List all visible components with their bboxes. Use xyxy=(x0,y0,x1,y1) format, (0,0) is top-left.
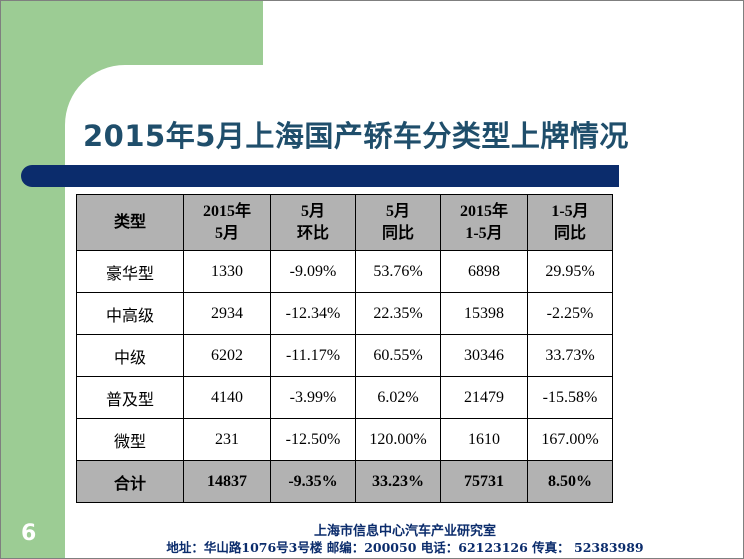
cell-total-may-yoy: 33.23% xyxy=(355,460,441,503)
cell-ytd-yoy: -15.58% xyxy=(527,376,613,419)
cell-total-ytd-volume: 75731 xyxy=(440,460,528,503)
table-row: 普及型 4140 -3.99% 6.02% 21479 -15.58% xyxy=(76,376,613,419)
header-line: 5月 xyxy=(385,202,410,220)
table-row: 豪华型 1330 -9.09% 53.76% 6898 29.95% xyxy=(76,250,613,293)
cell-may-mom: -12.50% xyxy=(270,418,356,461)
cell-ytd-volume: 21479 xyxy=(440,376,528,419)
cell-total-label: 合计 xyxy=(76,460,184,503)
cell-category: 中高级 xyxy=(76,292,184,335)
table-row: 微型 231 -12.50% 120.00% 1610 167.00% xyxy=(76,418,613,461)
header-may-2015: 2015年 5月 xyxy=(183,194,271,251)
cell-may-yoy: 60.55% xyxy=(355,334,441,377)
page-number: 6 xyxy=(21,521,37,546)
registration-table-container: 类型 2015年 5月 5月 环比 5月 同比 2015年 1-5月 1-5月 同比 豪华… xyxy=(76,194,613,503)
footer-organization: 上海市信息中心汽车产业研究室 xyxy=(313,524,496,539)
header-line: 5月 xyxy=(300,202,325,220)
cell-may-mom: -11.17% xyxy=(270,334,356,377)
cell-ytd-volume: 6898 xyxy=(440,250,528,293)
cell-ytd-yoy: 33.73% xyxy=(527,334,613,377)
cell-may-volume: 4140 xyxy=(183,376,271,419)
cell-may-mom: -3.99% xyxy=(270,376,356,419)
cell-may-volume: 2934 xyxy=(183,292,271,335)
table-row: 中高级 2934 -12.34% 22.35% 15398 -2.25% xyxy=(76,292,613,335)
table-total-row: 合计 14837 -9.35% 33.23% 75731 8.50% xyxy=(76,460,613,503)
title-underline-bar xyxy=(21,165,619,187)
cell-ytd-yoy: 167.00% xyxy=(527,418,613,461)
header-line: 1-5月 xyxy=(551,202,589,220)
header-line: 2015年 xyxy=(459,202,508,220)
cell-ytd-volume: 30346 xyxy=(440,334,528,377)
cell-may-mom: -9.09% xyxy=(270,250,356,293)
cell-may-volume: 231 xyxy=(183,418,271,461)
cell-ytd-yoy: 29.95% xyxy=(527,250,613,293)
cell-ytd-yoy: -2.25% xyxy=(527,292,613,335)
footer-contact: 地址：华山路1076号3号楼 邮编：200050 电话：62123126 传真：… xyxy=(166,540,644,555)
header-jan-may-2015: 2015年 1-5月 xyxy=(440,194,528,251)
header-line: 2015年 xyxy=(202,202,251,220)
table-header-row: 类型 2015年 5月 5月 环比 5月 同比 2015年 1-5月 1-5月 同比 xyxy=(76,194,613,251)
table-row: 中级 6202 -11.17% 60.55% 30346 33.73% xyxy=(76,334,613,377)
cell-ytd-volume: 1610 xyxy=(440,418,528,461)
header-jan-may-yoy: 1-5月同比 xyxy=(527,194,613,251)
header-line: 同比 xyxy=(381,224,414,242)
cell-ytd-volume: 15398 xyxy=(440,292,528,335)
cell-category: 豪华型 xyxy=(76,250,184,293)
cell-category: 普及型 xyxy=(76,376,184,419)
cell-may-volume: 6202 xyxy=(183,334,271,377)
header-may-yoy: 5月同比 xyxy=(355,194,441,251)
header-line: 1-5月 xyxy=(465,224,503,242)
cell-total-ytd-yoy: 8.50% xyxy=(527,460,613,503)
header-line: 同比 xyxy=(553,224,586,242)
header-may-mom: 5月环比 xyxy=(270,194,356,251)
cell-total-may-mom: -9.35% xyxy=(270,460,356,503)
header-line: 5月 xyxy=(214,224,239,242)
cell-may-volume: 1330 xyxy=(183,250,271,293)
slide-title: 2015年5月上海国产轿车分类型上牌情况 xyxy=(83,119,629,153)
registration-table: 类型 2015年 5月 5月 环比 5月 同比 2015年 1-5月 1-5月 同比 豪华… xyxy=(76,194,613,503)
cell-category: 中级 xyxy=(76,334,184,377)
cell-total-may-volume: 14837 xyxy=(183,460,271,503)
header-type: 类型 xyxy=(76,194,184,251)
cell-may-yoy: 22.35% xyxy=(355,292,441,335)
cell-may-yoy: 53.76% xyxy=(355,250,441,293)
cell-may-mom: -12.34% xyxy=(270,292,356,335)
header-line: 环比 xyxy=(296,224,329,242)
header-type-label: 类型 xyxy=(113,213,146,231)
cell-may-yoy: 6.02% xyxy=(355,376,441,419)
cell-category: 微型 xyxy=(76,418,184,461)
cell-may-yoy: 120.00% xyxy=(355,418,441,461)
